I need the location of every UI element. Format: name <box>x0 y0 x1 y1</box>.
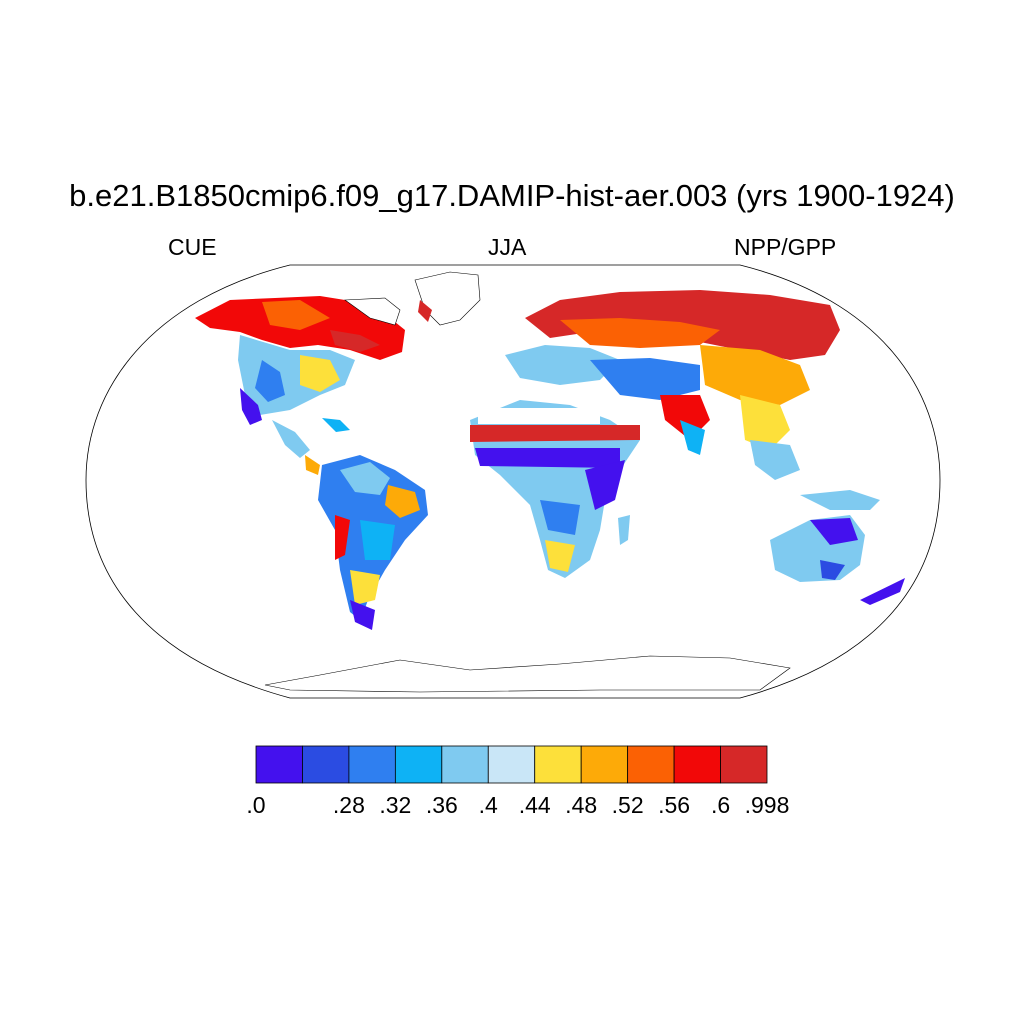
colorbar-swatch <box>720 745 768 784</box>
season-label: JJA <box>488 234 527 260</box>
colorbar-tick-label: .56 <box>658 792 691 818</box>
south-america <box>318 455 428 630</box>
colorbar-swatch <box>673 745 721 784</box>
colorbar-tick-label: .36 <box>425 792 458 818</box>
colorbar-tick-label: .28 <box>332 792 365 818</box>
colorbar-swatch <box>441 745 489 784</box>
north-america <box>195 296 405 475</box>
page-title: b.e21.B1850cmip6.f09_g17.DAMIP-hist-aer.… <box>69 178 955 213</box>
units-label: NPP/GPP <box>734 234 837 260</box>
colorbar-swatch <box>348 745 396 784</box>
colorbar-swatch <box>534 745 582 784</box>
colorbar-swatch <box>487 745 536 784</box>
australia <box>770 515 905 605</box>
variable-label: CUE <box>168 234 217 260</box>
eurasia <box>505 290 880 510</box>
colorbar-tick-label: .998 <box>744 792 790 818</box>
antarctica <box>264 655 791 693</box>
colorbar-swatch <box>255 745 303 784</box>
colorbar-swatch <box>394 745 443 784</box>
colorbar-tick-label: .44 <box>518 792 551 818</box>
colorbar-tick-label: .48 <box>565 792 598 818</box>
colorbar-swatch <box>580 745 629 784</box>
colorbar-swatch <box>302 745 350 784</box>
colorbar-swatch <box>627 745 675 784</box>
colorbar-tick-label: .4 <box>478 792 498 818</box>
colorbar-tick-label: .32 <box>379 792 412 818</box>
africa <box>470 400 640 578</box>
colorbar-tick-label: .52 <box>611 792 644 818</box>
colorbar-tick-label: .0 <box>246 792 266 818</box>
colorbar-tick-label: .6 <box>710 792 731 818</box>
